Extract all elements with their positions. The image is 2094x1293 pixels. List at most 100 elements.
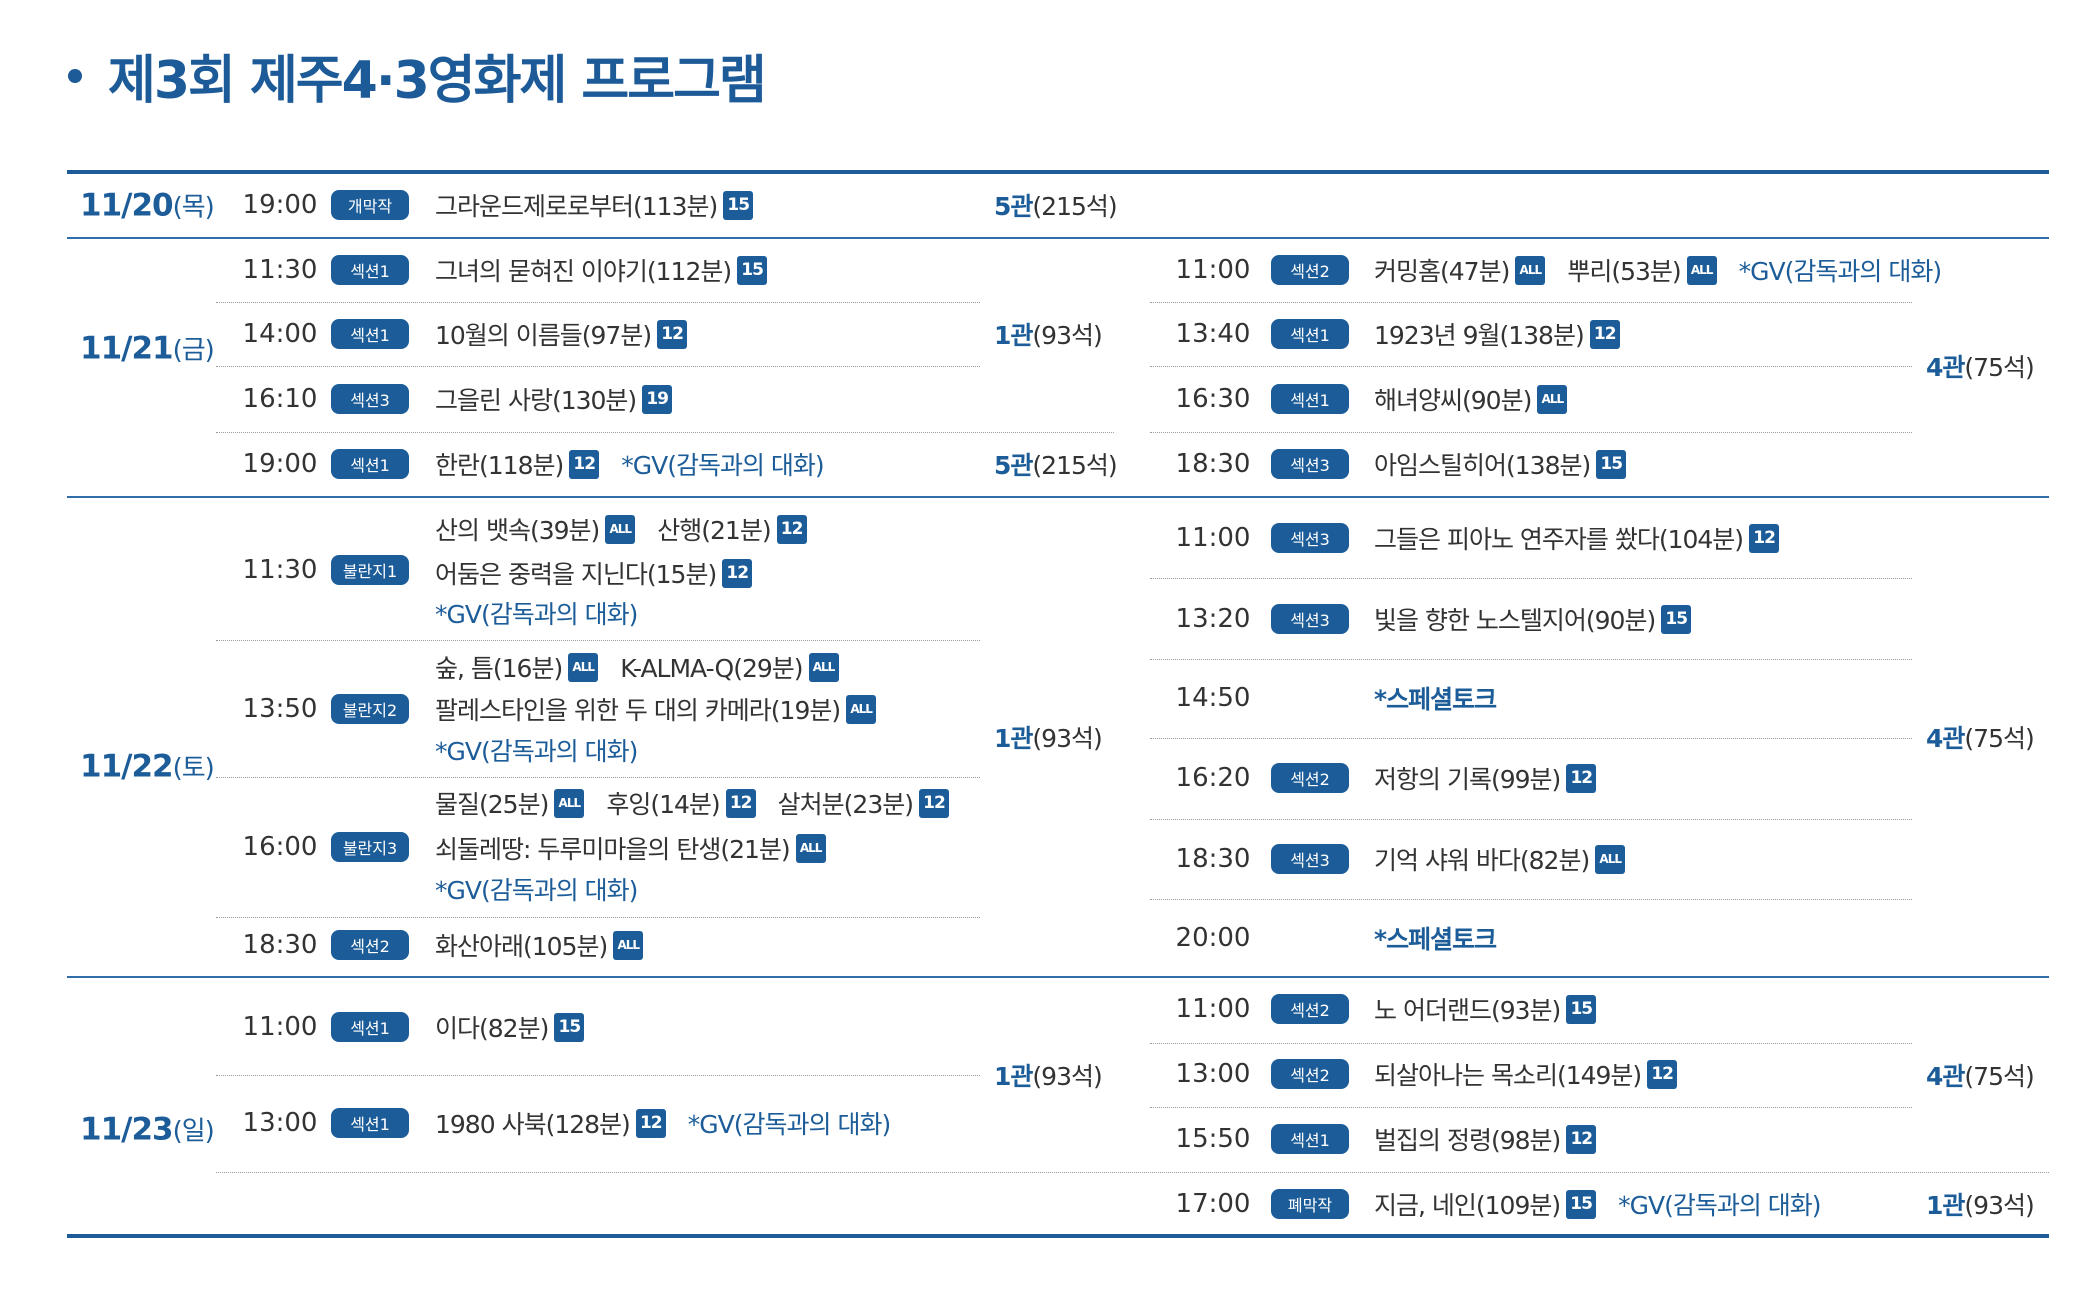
program-line: 그라운드제로로부터(113분) 15 [435, 187, 754, 223]
film-entry[interactable]: 쇠둘레땅: 두루미마을의 탄생(21분) ALL [435, 830, 826, 866]
section-badge: 불란지2 [331, 694, 409, 724]
film-entry[interactable]: 그라운드제로로부터(113분) 15 [435, 187, 754, 223]
film-entry[interactable]: 노 어더랜드(93분) 15 [1374, 991, 1597, 1027]
hall-seats: (215석) [1032, 192, 1117, 221]
film-title[interactable]: 되살아나는 목소리(149분) [1374, 1061, 1642, 1090]
film-title[interactable]: 노 어더랜드(93분) [1374, 996, 1561, 1025]
film-title[interactable]: 팔레스타인을 위한 두 대의 카메라(19분) [435, 696, 841, 725]
day-date: 11/23(일) [80, 1111, 215, 1148]
film-title[interactable]: K-ALMA-Q(29분) [620, 654, 803, 683]
program-line: 저항의 기록(99분) 12 [1374, 760, 1597, 796]
row-divider [216, 432, 1114, 433]
venue-hall: 4관(75석) [1926, 348, 2035, 384]
film-title[interactable]: 물질(25분) [435, 790, 549, 819]
program-line: 1980 사북(128분) 12 *GV(감독과의 대화) [435, 1105, 891, 1141]
venue-hall: 1관(93석) [994, 1057, 1103, 1093]
row-divider [1150, 899, 1912, 900]
film-title[interactable]: 커밍홈(47분) [1374, 257, 1510, 286]
age-rating-badge: 12 [1566, 1124, 1597, 1154]
age-rating-badge: 12 [635, 1108, 666, 1138]
venue-hall: 5관(215석) [994, 187, 1118, 223]
section-badge: 섹션1 [331, 255, 409, 285]
film-title[interactable]: 쇠둘레땅: 두루미마을의 탄생(21분) [435, 835, 791, 864]
film-entry[interactable]: 아임스틸히어(138분) 15 [1374, 446, 1627, 482]
film-entry[interactable]: 1980 사북(128분) 12 [435, 1105, 666, 1141]
section-badge: 불란지3 [331, 832, 409, 862]
bullet-icon [68, 68, 82, 83]
film-entry[interactable]: 어둠은 중력을 지닌다(15분) 12 [435, 555, 753, 591]
film-title[interactable]: 후잉(14분) [606, 790, 720, 819]
program-line: 10월의 이름들(97분) 12 [435, 316, 688, 352]
film-title[interactable]: 뿌리(53분) [1567, 257, 1681, 286]
film-entry[interactable]: 산의 뱃속(39분) ALL [435, 511, 636, 547]
film-title[interactable]: 지금, 네인(109분) [1374, 1191, 1561, 1220]
film-entry[interactable]: 기억 샤워 바다(82분) ALL [1374, 841, 1626, 877]
film-entry[interactable]: 벌집의 정령(98분) 12 [1374, 1121, 1597, 1157]
film-title[interactable]: 그녀의 묻혀진 이야기(112분) [435, 257, 732, 286]
gv-note: *GV(감독과의 대화) [1618, 1191, 1821, 1220]
film-title[interactable]: 저항의 기록(99분) [1374, 765, 1561, 794]
film-title[interactable]: 숲, 틈(16분) [435, 654, 563, 683]
film-title[interactable]: 어둠은 중력을 지닌다(15분) [435, 560, 717, 589]
weekday-text: (금) [172, 335, 215, 366]
film-title[interactable]: 그을린 사랑(130분) [435, 386, 637, 415]
film-entry[interactable]: 화산아래(105분) ALL [435, 927, 644, 963]
film-title[interactable]: 아임스틸히어(138분) [1374, 451, 1591, 480]
film-entry[interactable]: 빛을 향한 노스텔지어(90분) 15 [1374, 601, 1692, 637]
film-entry[interactable]: 물질(25분) ALL [435, 785, 585, 821]
film-entry[interactable]: 저항의 기록(99분) 12 [1374, 760, 1597, 796]
program-line: *스페셜토크 [1374, 920, 1497, 956]
film-title[interactable]: 한란(118분) [435, 451, 564, 480]
film-entry[interactable]: 이다(82분) 15 [435, 1009, 585, 1045]
program-line: 물질(25분) ALL 후잉(14분) 12 살처분(23분) 12 [435, 785, 949, 821]
hall-seats: (93석) [1032, 321, 1102, 350]
film-entry[interactable]: K-ALMA-Q(29분) ALL [620, 649, 839, 685]
hall-seats: (93석) [1964, 1191, 2034, 1220]
film-entry[interactable]: 10월의 이름들(97분) 12 [435, 316, 688, 352]
film-entry[interactable]: 그녀의 묻혀진 이야기(112분) 15 [435, 252, 768, 288]
film-title[interactable]: 산의 뱃속(39분) [435, 516, 600, 545]
film-entry[interactable]: 살처분(23분) 12 [778, 785, 949, 821]
age-rating-badge: ALL [846, 694, 877, 724]
hall-seats: (93석) [1032, 724, 1102, 753]
age-rating-badge: ALL [554, 788, 585, 818]
film-title[interactable]: 화산아래(105분) [435, 932, 608, 961]
film-title[interactable]: 그라운드제로로부터(113분) [435, 192, 718, 221]
film-title[interactable]: 기억 샤워 바다(82분) [1374, 846, 1590, 875]
film-entry[interactable]: 산행(21분) 12 [657, 511, 807, 547]
age-rating-badge: ALL [605, 514, 636, 544]
film-title[interactable]: 10월의 이름들(97분) [435, 321, 652, 350]
film-entry[interactable]: 그을린 사랑(130분) 19 [435, 381, 673, 417]
gv-note: *GV(감독과의 대화) [621, 451, 824, 480]
film-title[interactable]: 그들은 피아노 연주자를 쐈다(104분) [1374, 525, 1744, 554]
screening-time: 18:30 [1175, 449, 1251, 479]
film-entry[interactable]: 한란(118분) 12 [435, 446, 600, 482]
film-entry[interactable]: 후잉(14분) 12 [606, 785, 756, 821]
screening-time: 18:30 [242, 930, 318, 960]
row-divider [216, 777, 980, 778]
film-entry[interactable]: 숲, 틈(16분) ALL [435, 649, 599, 685]
hall-number: 1관 [994, 724, 1033, 753]
row-divider [216, 302, 980, 303]
film-entry[interactable]: 지금, 네인(109분) 15 [1374, 1186, 1597, 1222]
film-title[interactable]: 빛을 향한 노스텔지어(90분) [1374, 606, 1656, 635]
row-divider [1150, 432, 1912, 433]
film-title[interactable]: 해녀양씨(90분) [1374, 386, 1532, 415]
film-title[interactable]: 1923년 9월(138분) [1374, 321, 1585, 350]
film-title[interactable]: 산행(21분) [657, 516, 771, 545]
film-entry[interactable]: 커밍홈(47분) ALL [1374, 252, 1546, 288]
film-title[interactable]: 1980 사북(128분) [435, 1110, 631, 1139]
film-entry[interactable]: 1923년 9월(138분) 12 [1374, 316, 1620, 352]
film-entry[interactable]: 뿌리(53분) ALL [1567, 252, 1717, 288]
screening-time: 18:30 [1175, 844, 1251, 874]
film-entry[interactable]: 해녀양씨(90분) ALL [1374, 381, 1568, 417]
film-title[interactable]: 벌집의 정령(98분) [1374, 1126, 1561, 1155]
film-entry[interactable]: 팔레스타인을 위한 두 대의 카메라(19분) ALL [435, 691, 877, 727]
film-entry[interactable]: 되살아나는 목소리(149분) 12 [1374, 1056, 1678, 1092]
film-title[interactable]: 이다(82분) [435, 1014, 549, 1043]
date-text: 11/21 [80, 330, 174, 367]
film-title[interactable]: 살처분(23분) [777, 790, 914, 819]
section-badge: 섹션2 [1271, 255, 1349, 285]
film-entry[interactable]: 그들은 피아노 연주자를 쐈다(104분) 12 [1374, 520, 1780, 556]
program-line: 이다(82분) 15 [435, 1009, 585, 1045]
